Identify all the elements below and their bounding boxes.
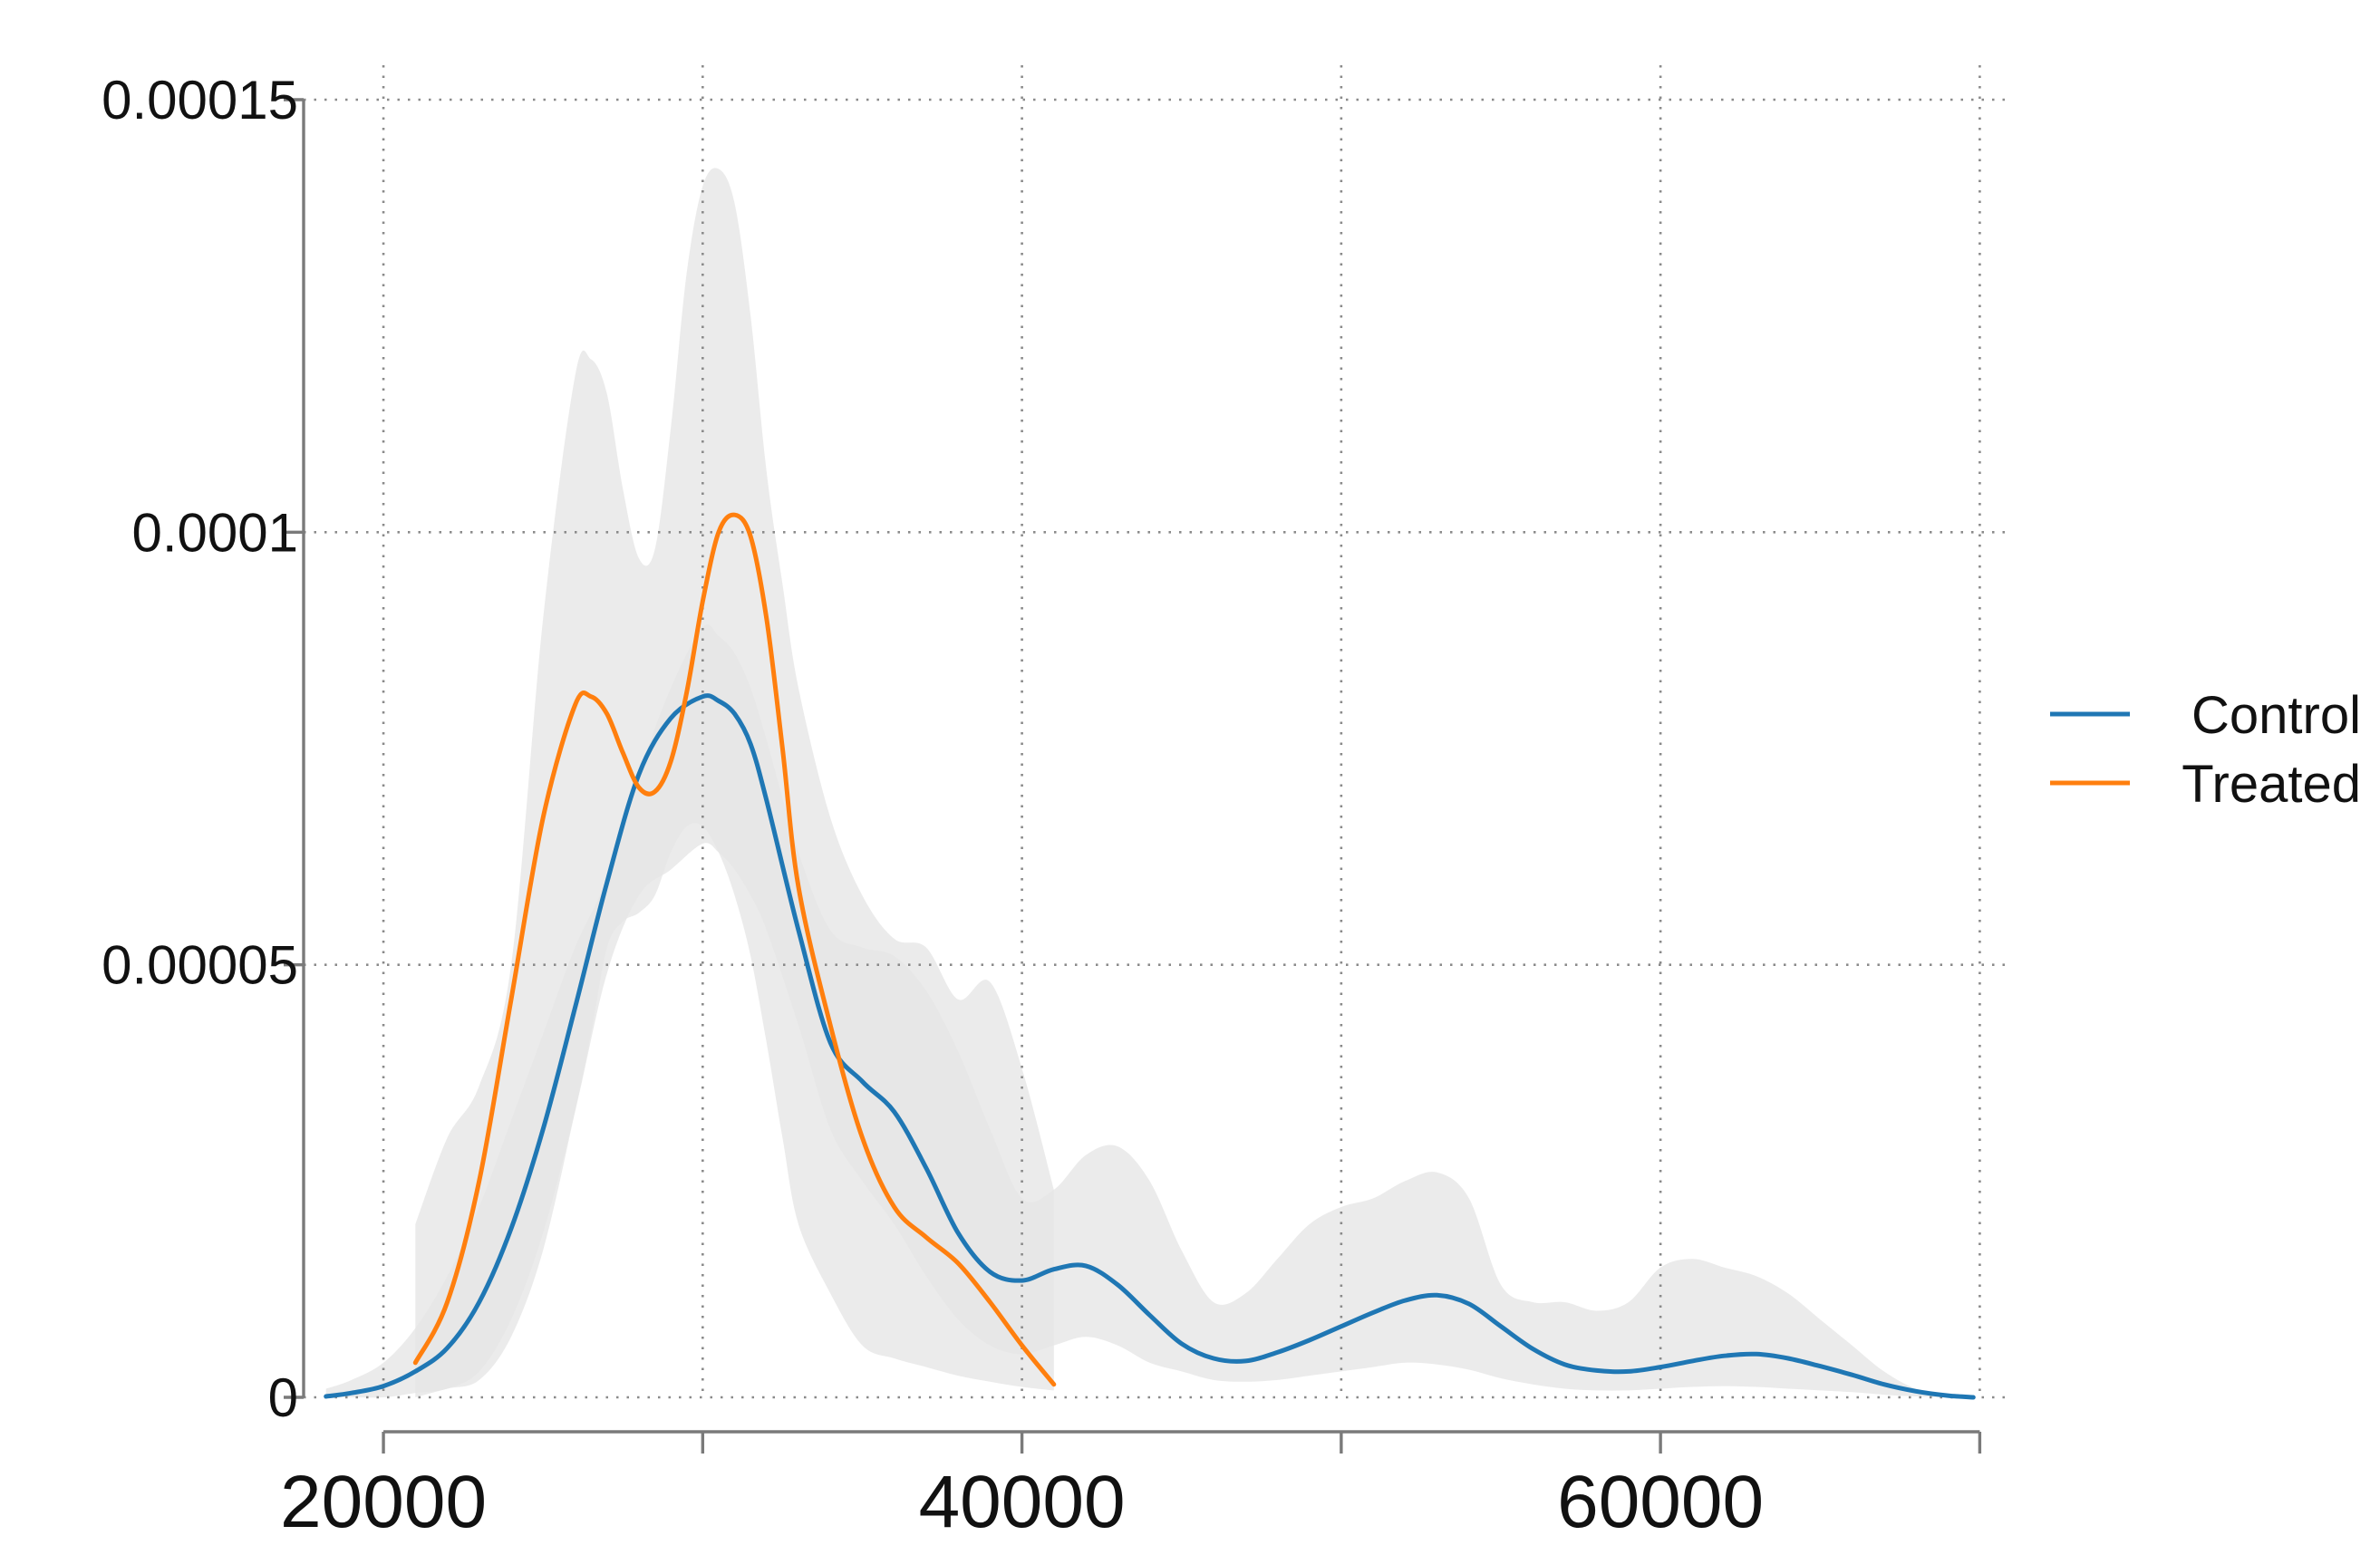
y-tick-label: 0.00015 [102, 70, 298, 130]
axes: 0 0.00005 0.0001 0.00015 20000 40000 60000 [102, 70, 1982, 1543]
series-lines [324, 512, 1976, 1400]
series-line-control [324, 693, 1976, 1400]
confidence-band-treated [415, 168, 1054, 1398]
legend-item-control: Control [2050, 686, 2361, 745]
legend-label: Control [2191, 686, 2361, 745]
legend-item-treated: Treated [2050, 755, 2361, 814]
confidence-bands [325, 168, 1974, 1398]
y-tick-label: 0.00005 [102, 935, 298, 996]
y-tick-label: 0.0001 [131, 502, 298, 563]
series-line-treated [412, 512, 1057, 1387]
x-tick-label: 40000 [919, 1461, 1126, 1543]
legend: Control Treated [2050, 686, 2361, 814]
x-tick-label: 60000 [1557, 1461, 1764, 1543]
y-tick-label: 0 [268, 1367, 298, 1428]
legend-label: Treated [2182, 755, 2361, 814]
x-tick-label: 20000 [280, 1461, 487, 1543]
